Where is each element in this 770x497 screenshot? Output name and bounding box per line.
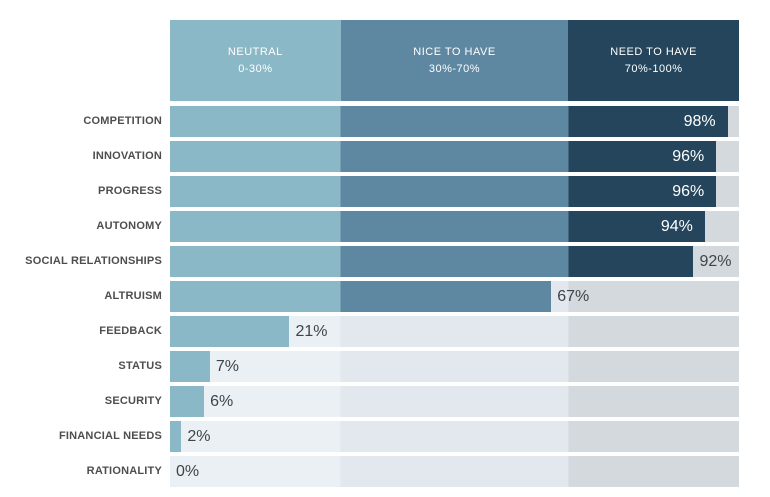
value-label: 0% (176, 463, 200, 480)
category-label: STATUS (118, 360, 162, 372)
bar (170, 351, 210, 382)
bar-row: SECURITY 6% (0, 386, 770, 417)
bar-rows: COMPETITION 98% INNOVATION 96% PROGRESS 96% AU… (0, 106, 770, 491)
value-label: 2% (187, 428, 211, 445)
zone-label: NEUTRAL (227, 45, 283, 58)
zone-header-row: NEUTRAL 0-30% NICE TO HAVE 30%-70% NEED TO H… (170, 20, 739, 101)
value-label: 6% (210, 393, 234, 410)
bar (170, 106, 728, 137)
category-label: FINANCIAL NEEDS (58, 430, 162, 442)
bar-row: FEEDBACK 21% (0, 316, 770, 347)
category-label: SECURITY (104, 395, 162, 407)
bar-row: STATUS 7% (0, 351, 770, 382)
bar-track (170, 456, 739, 487)
value-label: 94% (660, 218, 693, 235)
zone-range-label: 0-30% (238, 62, 273, 75)
bar-row: FINANCIAL NEEDS 2% (0, 421, 770, 452)
category-label: SOCIAL RELATIONSHIPS (25, 255, 162, 267)
bar-row: SOCIAL RELATIONSHIPS 92% (0, 246, 770, 277)
zone-label: NEED TO HAVE (610, 45, 697, 58)
category-label: AUTONOMY (96, 220, 162, 232)
bar (170, 211, 705, 242)
value-label: 96% (672, 148, 705, 165)
bar-track (170, 351, 739, 382)
bar (170, 246, 694, 277)
bar-row: INNOVATION 96% (0, 141, 770, 172)
bar (170, 141, 717, 172)
category-label: FEEDBACK (99, 325, 162, 337)
zone-band-neutral: NEUTRAL 0-30% (170, 20, 341, 101)
bar (170, 316, 290, 347)
value-label: 67% (557, 288, 590, 305)
zone-range-label: 70%-100% (624, 62, 683, 75)
zone-range-label: 30%-70% (428, 62, 481, 75)
value-label: 98% (683, 113, 716, 130)
zone-label: NICE TO HAVE (413, 45, 496, 58)
bar (170, 386, 205, 417)
category-label: RATIONALITY (86, 465, 162, 477)
value-label: 7% (215, 358, 239, 375)
category-label: ALTRUISM (104, 290, 162, 302)
bar (170, 421, 182, 452)
bar (170, 176, 717, 207)
category-label: PROGRESS (98, 185, 162, 197)
value-label: 21% (295, 323, 328, 340)
category-label: COMPETITION (83, 115, 162, 127)
bar-row: AUTONOMY 94% (0, 211, 770, 242)
bar-track (170, 421, 739, 452)
bar-row: ALTRUISM 67% (0, 281, 770, 312)
value-label: 92% (699, 253, 732, 270)
bar-track (170, 386, 739, 417)
zone-band-need-to-have: NEED TO HAVE 70%-100% (568, 20, 739, 101)
bar-row: COMPETITION 98% (0, 106, 770, 137)
zone-band-nice-to-have: NICE TO HAVE 30%-70% (340, 20, 569, 101)
bar-row: PROGRESS 96% (0, 176, 770, 207)
category-label: INNOVATION (92, 150, 162, 162)
bar (170, 281, 552, 312)
value-label: 96% (672, 183, 705, 200)
bar-row: RATIONALITY 0% (0, 456, 770, 487)
